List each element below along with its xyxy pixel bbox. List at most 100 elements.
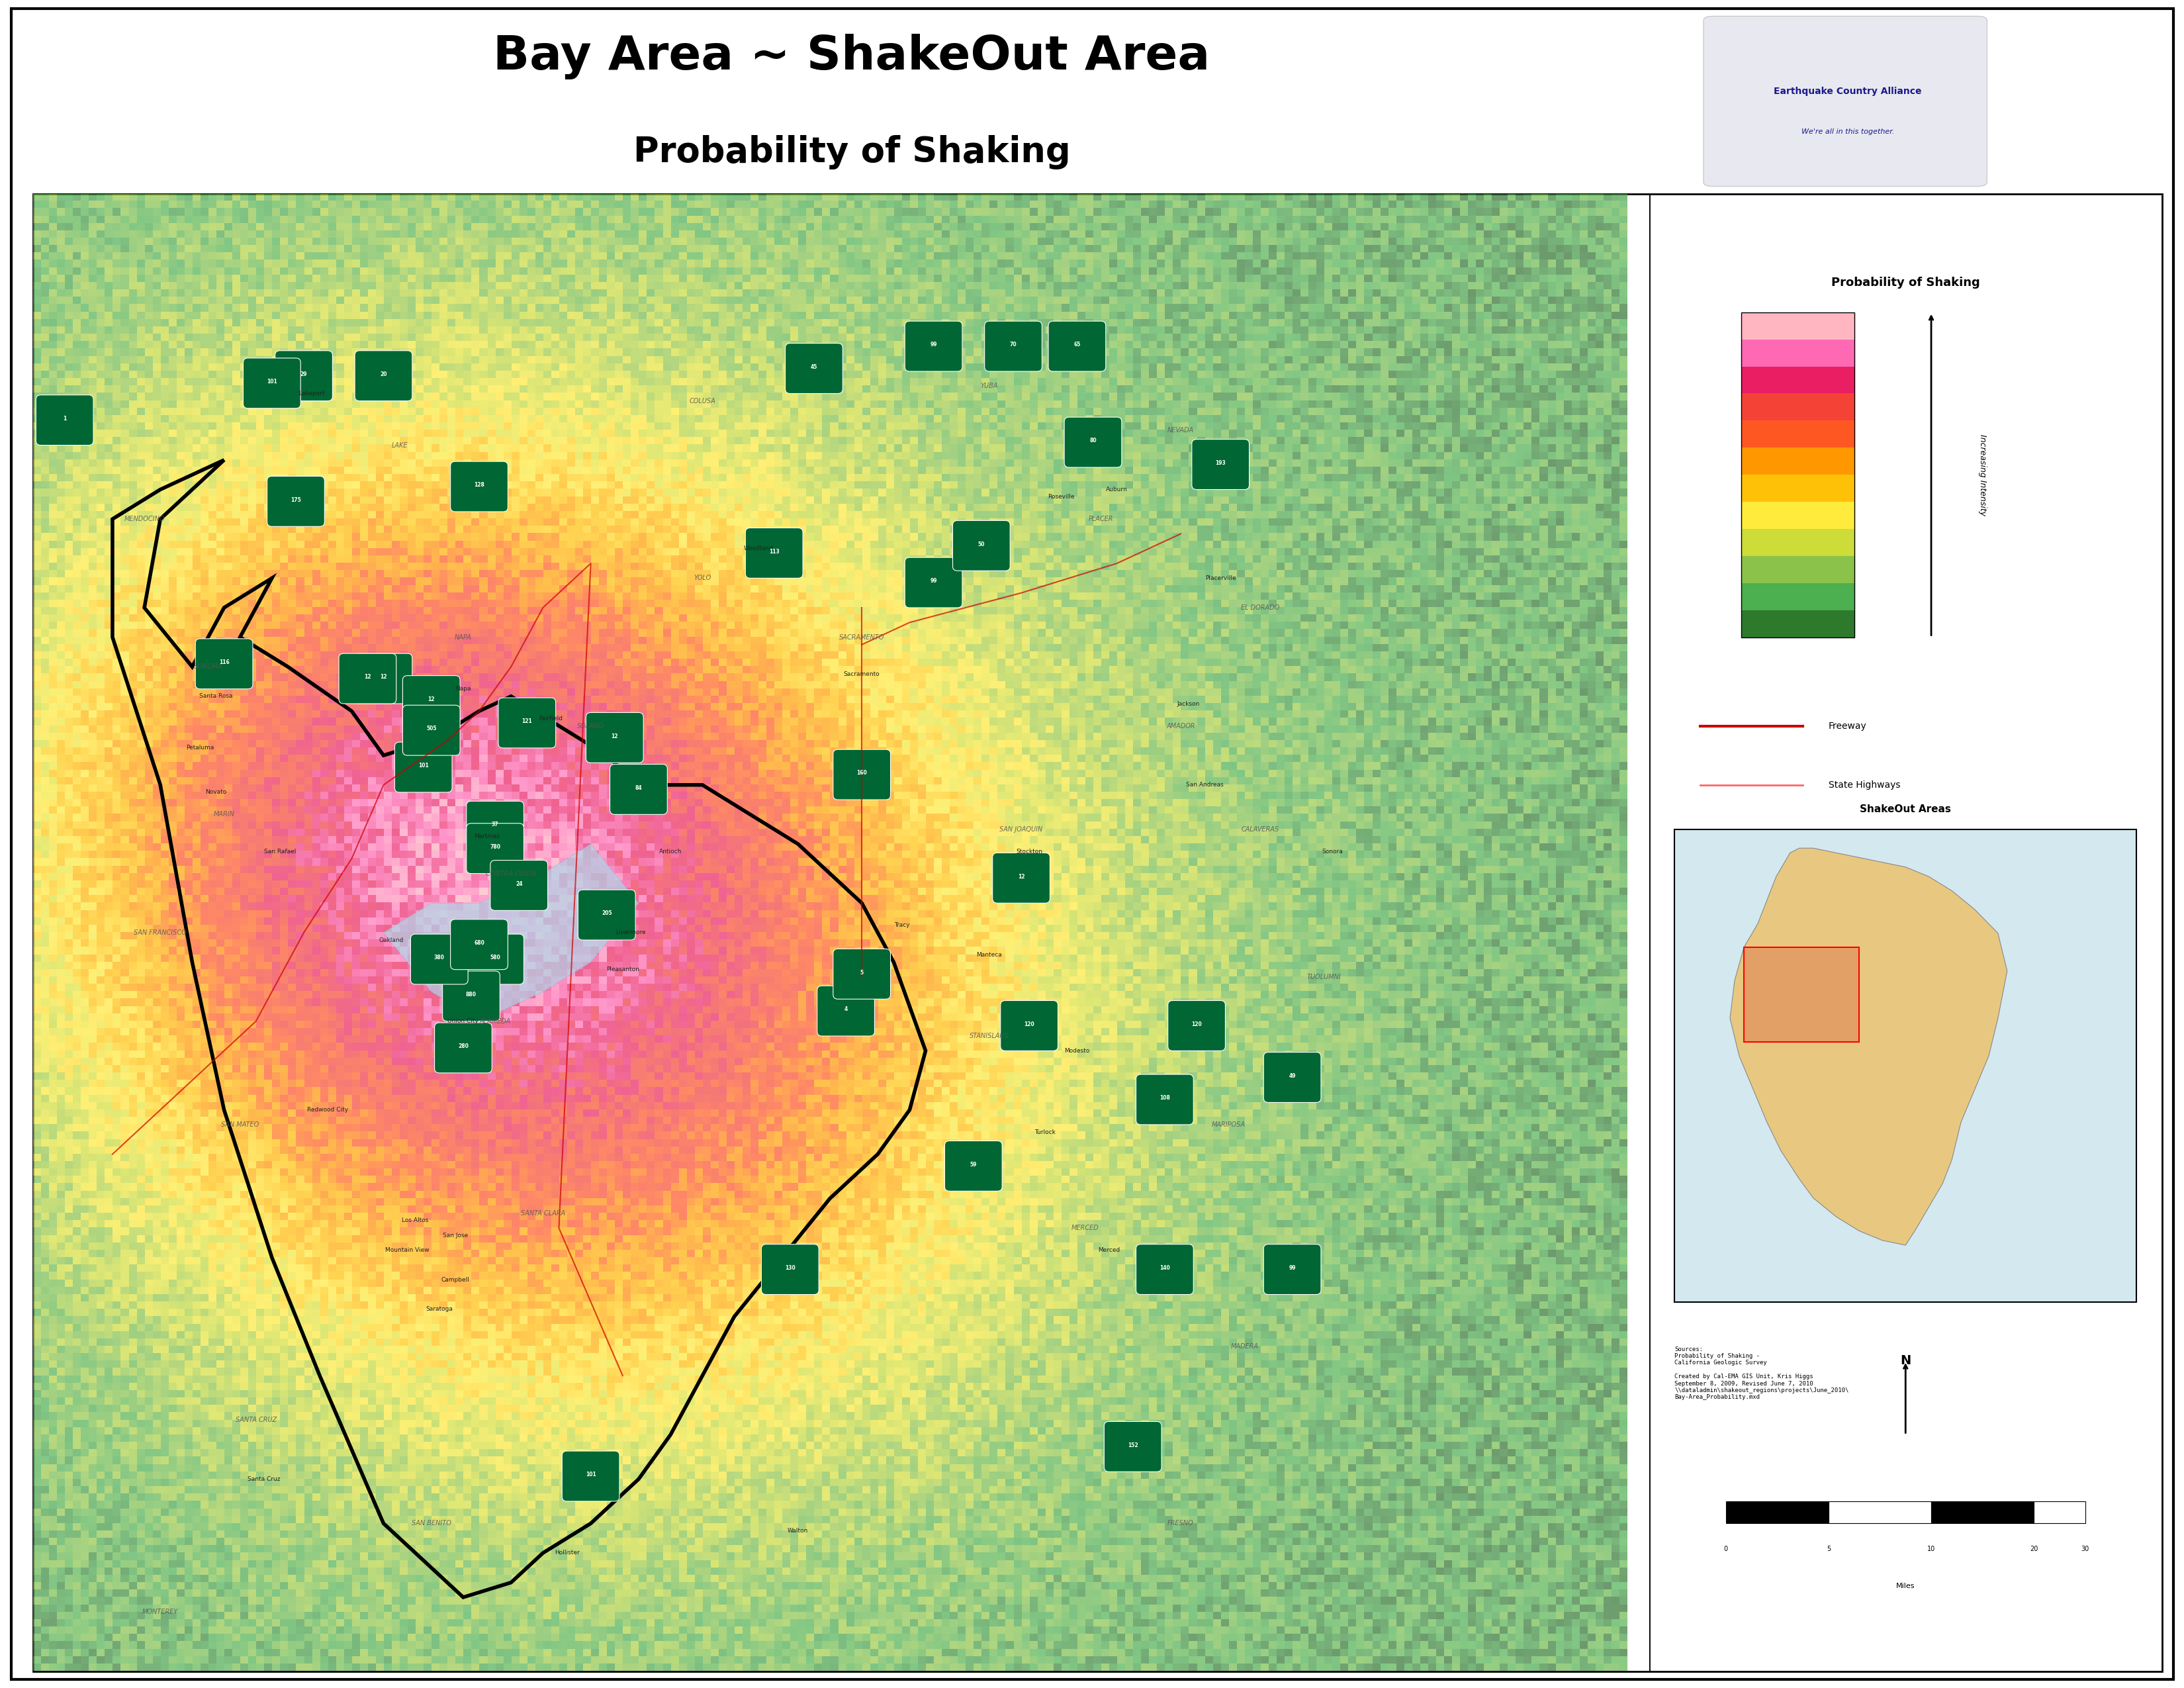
Text: NEVADA: NEVADA [1168, 427, 1195, 434]
Text: Earthquake Country Alliance: Earthquake Country Alliance [1773, 86, 1922, 96]
Text: 116: 116 [218, 660, 229, 665]
Text: Santa Rosa: Santa Rosa [199, 694, 234, 699]
Text: 84: 84 [636, 785, 642, 792]
FancyBboxPatch shape [1000, 1001, 1057, 1050]
Bar [1741, 474, 1854, 501]
FancyBboxPatch shape [992, 852, 1051, 903]
Text: 120: 120 [1024, 1021, 1035, 1028]
Text: Fairfield: Fairfield [539, 716, 563, 721]
FancyBboxPatch shape [762, 1244, 819, 1295]
Bar [2033, 1501, 2086, 1523]
Text: 65: 65 [1075, 341, 1081, 348]
Text: 80: 80 [1090, 437, 1096, 444]
Text: STANISLAUS: STANISLAUS [970, 1033, 1009, 1040]
Text: 380: 380 [435, 955, 446, 960]
Bar [1931, 1501, 2033, 1523]
Text: Sonora: Sonora [1321, 849, 1343, 854]
Text: MONTEREY: MONTEREY [142, 1609, 179, 1615]
Text: FRESNO: FRESNO [1168, 1521, 1195, 1526]
Text: Walton: Walton [788, 1528, 808, 1534]
Text: COLUSA: COLUSA [690, 398, 716, 403]
FancyBboxPatch shape [266, 476, 325, 527]
Text: Santa Cruz: Santa Cruz [247, 1475, 280, 1482]
Text: 99: 99 [930, 341, 937, 348]
Text: YUBA: YUBA [981, 383, 998, 390]
FancyBboxPatch shape [194, 638, 253, 689]
Bar [1741, 312, 1854, 638]
Bar [1741, 528, 1854, 555]
FancyBboxPatch shape [1704, 17, 1987, 186]
Bar [1741, 501, 1854, 528]
Text: EL DORADO: EL DORADO [1241, 604, 1280, 611]
Bar [1743, 947, 1859, 1041]
Text: 120: 120 [1192, 1021, 1201, 1028]
Text: 121: 121 [522, 719, 533, 724]
Text: Turlock: Turlock [1035, 1129, 1055, 1134]
Text: SAN JOAQUIN: SAN JOAQUIN [1000, 825, 1042, 832]
Bar [1741, 555, 1854, 582]
Text: 20: 20 [380, 371, 387, 378]
Text: 5: 5 [860, 969, 863, 976]
Text: Tracy: Tracy [893, 922, 909, 928]
FancyBboxPatch shape [786, 343, 843, 393]
Text: 175: 175 [290, 496, 301, 503]
Text: TUOLUMNI: TUOLUMNI [1306, 974, 1341, 981]
Text: 0: 0 [1723, 1546, 1728, 1553]
FancyBboxPatch shape [467, 802, 524, 851]
Text: CALAVERAS: CALAVERAS [1241, 825, 1280, 832]
Text: MADERA: MADERA [1230, 1344, 1258, 1349]
FancyBboxPatch shape [946, 1141, 1002, 1192]
FancyBboxPatch shape [1048, 321, 1105, 371]
Text: MARIPOSA: MARIPOSA [1212, 1121, 1245, 1128]
Text: SANTA CRUZ: SANTA CRUZ [236, 1416, 277, 1423]
Text: 10: 10 [1926, 1546, 1935, 1553]
Bar [33, 194, 2162, 1671]
Text: 5: 5 [1826, 1546, 1830, 1553]
FancyBboxPatch shape [275, 351, 332, 402]
Text: 140: 140 [1160, 1264, 1171, 1271]
Text: Probability of Shaking: Probability of Shaking [1830, 277, 1981, 289]
FancyBboxPatch shape [1168, 1001, 1225, 1050]
Text: 30: 30 [2081, 1546, 2090, 1553]
Text: Merced: Merced [1099, 1247, 1120, 1252]
FancyBboxPatch shape [354, 351, 413, 402]
Text: 101: 101 [585, 1472, 596, 1477]
FancyBboxPatch shape [1136, 1075, 1192, 1124]
Text: SAN BENITO: SAN BENITO [411, 1521, 452, 1526]
Text: 205: 205 [601, 910, 612, 917]
Text: MENDOCINO: MENDOCINO [124, 517, 164, 522]
Text: 4: 4 [845, 1006, 847, 1013]
Bar [1741, 420, 1854, 447]
FancyBboxPatch shape [467, 824, 524, 874]
Polygon shape [384, 844, 638, 1021]
Text: Manteca: Manteca [976, 952, 1002, 957]
Bar [1741, 609, 1854, 638]
Text: 37: 37 [491, 822, 498, 827]
Text: SONOMA: SONOMA [194, 663, 223, 670]
Text: Novato: Novato [205, 790, 227, 795]
FancyBboxPatch shape [904, 557, 963, 608]
FancyBboxPatch shape [339, 653, 395, 704]
Bar [1741, 393, 1854, 420]
FancyBboxPatch shape [832, 949, 891, 999]
Bar [1741, 447, 1854, 474]
Text: Redwood City: Redwood City [308, 1107, 347, 1112]
Text: 12: 12 [365, 674, 371, 680]
Text: N: N [1900, 1355, 1911, 1367]
Text: 880: 880 [465, 991, 476, 998]
Text: 280: 280 [459, 1043, 470, 1050]
Text: 128: 128 [474, 483, 485, 488]
FancyBboxPatch shape [579, 890, 636, 940]
FancyBboxPatch shape [35, 395, 94, 446]
Text: MERCED: MERCED [1070, 1225, 1099, 1231]
Text: 24: 24 [515, 881, 522, 886]
Text: Pleasanton: Pleasanton [607, 967, 640, 972]
Text: Bay Area ~ ShakeOut Area: Bay Area ~ ShakeOut Area [494, 34, 1210, 79]
Text: Sacramento: Sacramento [843, 672, 880, 677]
Text: 680: 680 [474, 940, 485, 945]
Text: NAPA: NAPA [454, 635, 472, 640]
FancyBboxPatch shape [1265, 1052, 1321, 1102]
Text: San Andreas: San Andreas [1186, 782, 1223, 788]
Text: 108: 108 [1160, 1096, 1171, 1101]
Bar [1741, 582, 1854, 609]
